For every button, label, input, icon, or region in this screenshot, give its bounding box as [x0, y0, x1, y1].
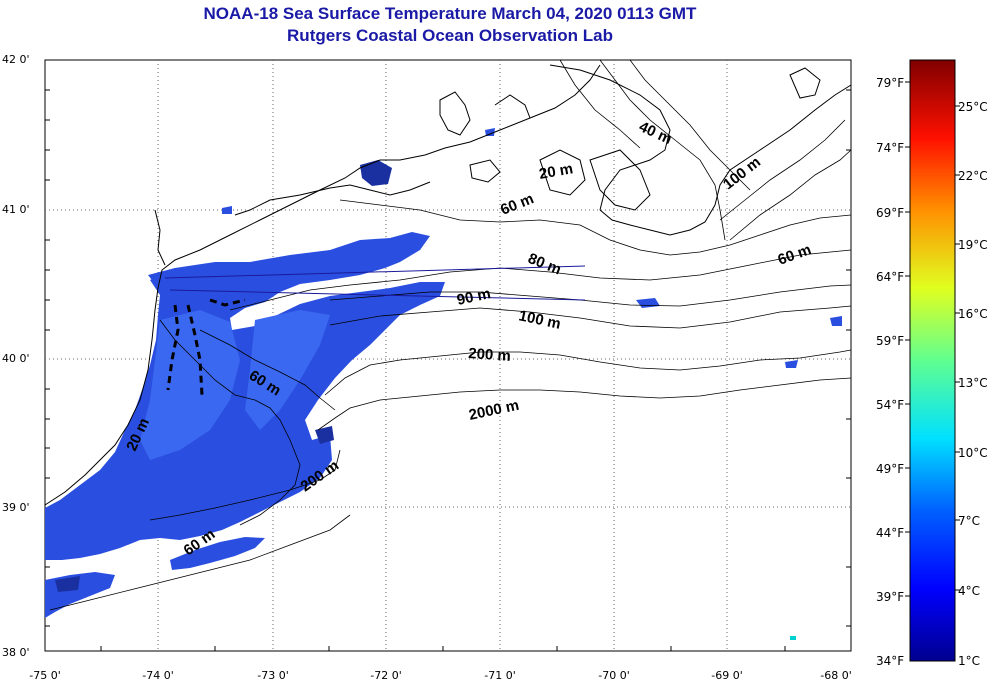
colorbar-label-f: 64°F: [876, 270, 905, 284]
colorbar-label-f: 74°F: [876, 141, 905, 155]
colorbar-label-c: 4°C: [958, 584, 981, 598]
lon-label: -68 0': [820, 669, 852, 682]
lat-label: 39 0': [2, 501, 30, 514]
dashed-channels: [166, 298, 246, 396]
lat-label: 40 0': [2, 352, 30, 365]
lon-label: -74 0': [142, 669, 174, 682]
colorbar-label-f: 59°F: [876, 334, 905, 348]
colorbar: [909, 59, 956, 662]
lon-label: -70 0': [598, 669, 630, 682]
colorbar-label-f: 49°F: [876, 462, 905, 476]
isobaths: [49, 59, 852, 611]
lat-label: 38 0': [2, 646, 30, 659]
lon-label: -75 0': [29, 669, 61, 682]
isobath-label: 20 m: [538, 160, 575, 183]
colorbar-label-f: 69°F: [876, 206, 905, 220]
colorbar-label-c: 13°C: [958, 376, 988, 390]
colorbar-label-f: 34°F: [876, 654, 905, 668]
colorbar-label-c: 25°C: [958, 100, 988, 114]
colorbar-label-c: 22°C: [958, 169, 988, 183]
colorbar-label-c: 19°C: [958, 238, 988, 252]
graticule: [45, 60, 851, 651]
sst-dark-patches: [55, 160, 392, 592]
isobath-label: 200 m: [468, 345, 512, 365]
colorbar-label-f: 44°F: [876, 526, 905, 540]
lon-label: -71 0': [484, 669, 516, 682]
colorbar-label-f: 54°F: [876, 398, 905, 412]
lat-label: 41 0': [2, 203, 30, 216]
lon-label: -73 0': [257, 669, 289, 682]
colorbar-label-c: 1°C: [958, 654, 981, 668]
map-subtitle: Rutgers Coastal Ocean Observation Lab: [287, 26, 613, 45]
colorbar-ticks: [905, 81, 960, 597]
isobath-label: 90 m: [455, 285, 492, 309]
shipping-lanes: [164, 265, 586, 301]
sst-warm-patches: [140, 310, 330, 460]
map-title: NOAA-18 Sea Surface Temperature March 04…: [203, 4, 697, 23]
lon-label: -69 0': [711, 669, 743, 682]
colorbar-label-c: 7°C: [958, 514, 981, 528]
frame-ticks: [45, 89, 851, 651]
colorbar-label-c: 10°C: [958, 446, 988, 460]
colorbar-label-f: 39°F: [876, 590, 905, 604]
lat-label: 42 0': [2, 53, 30, 66]
colorbar-label-c: 16°C: [958, 307, 988, 321]
lon-label: -72 0': [370, 669, 402, 682]
coastline: [44, 64, 852, 506]
colorbar-label-f: 79°F: [876, 76, 905, 90]
